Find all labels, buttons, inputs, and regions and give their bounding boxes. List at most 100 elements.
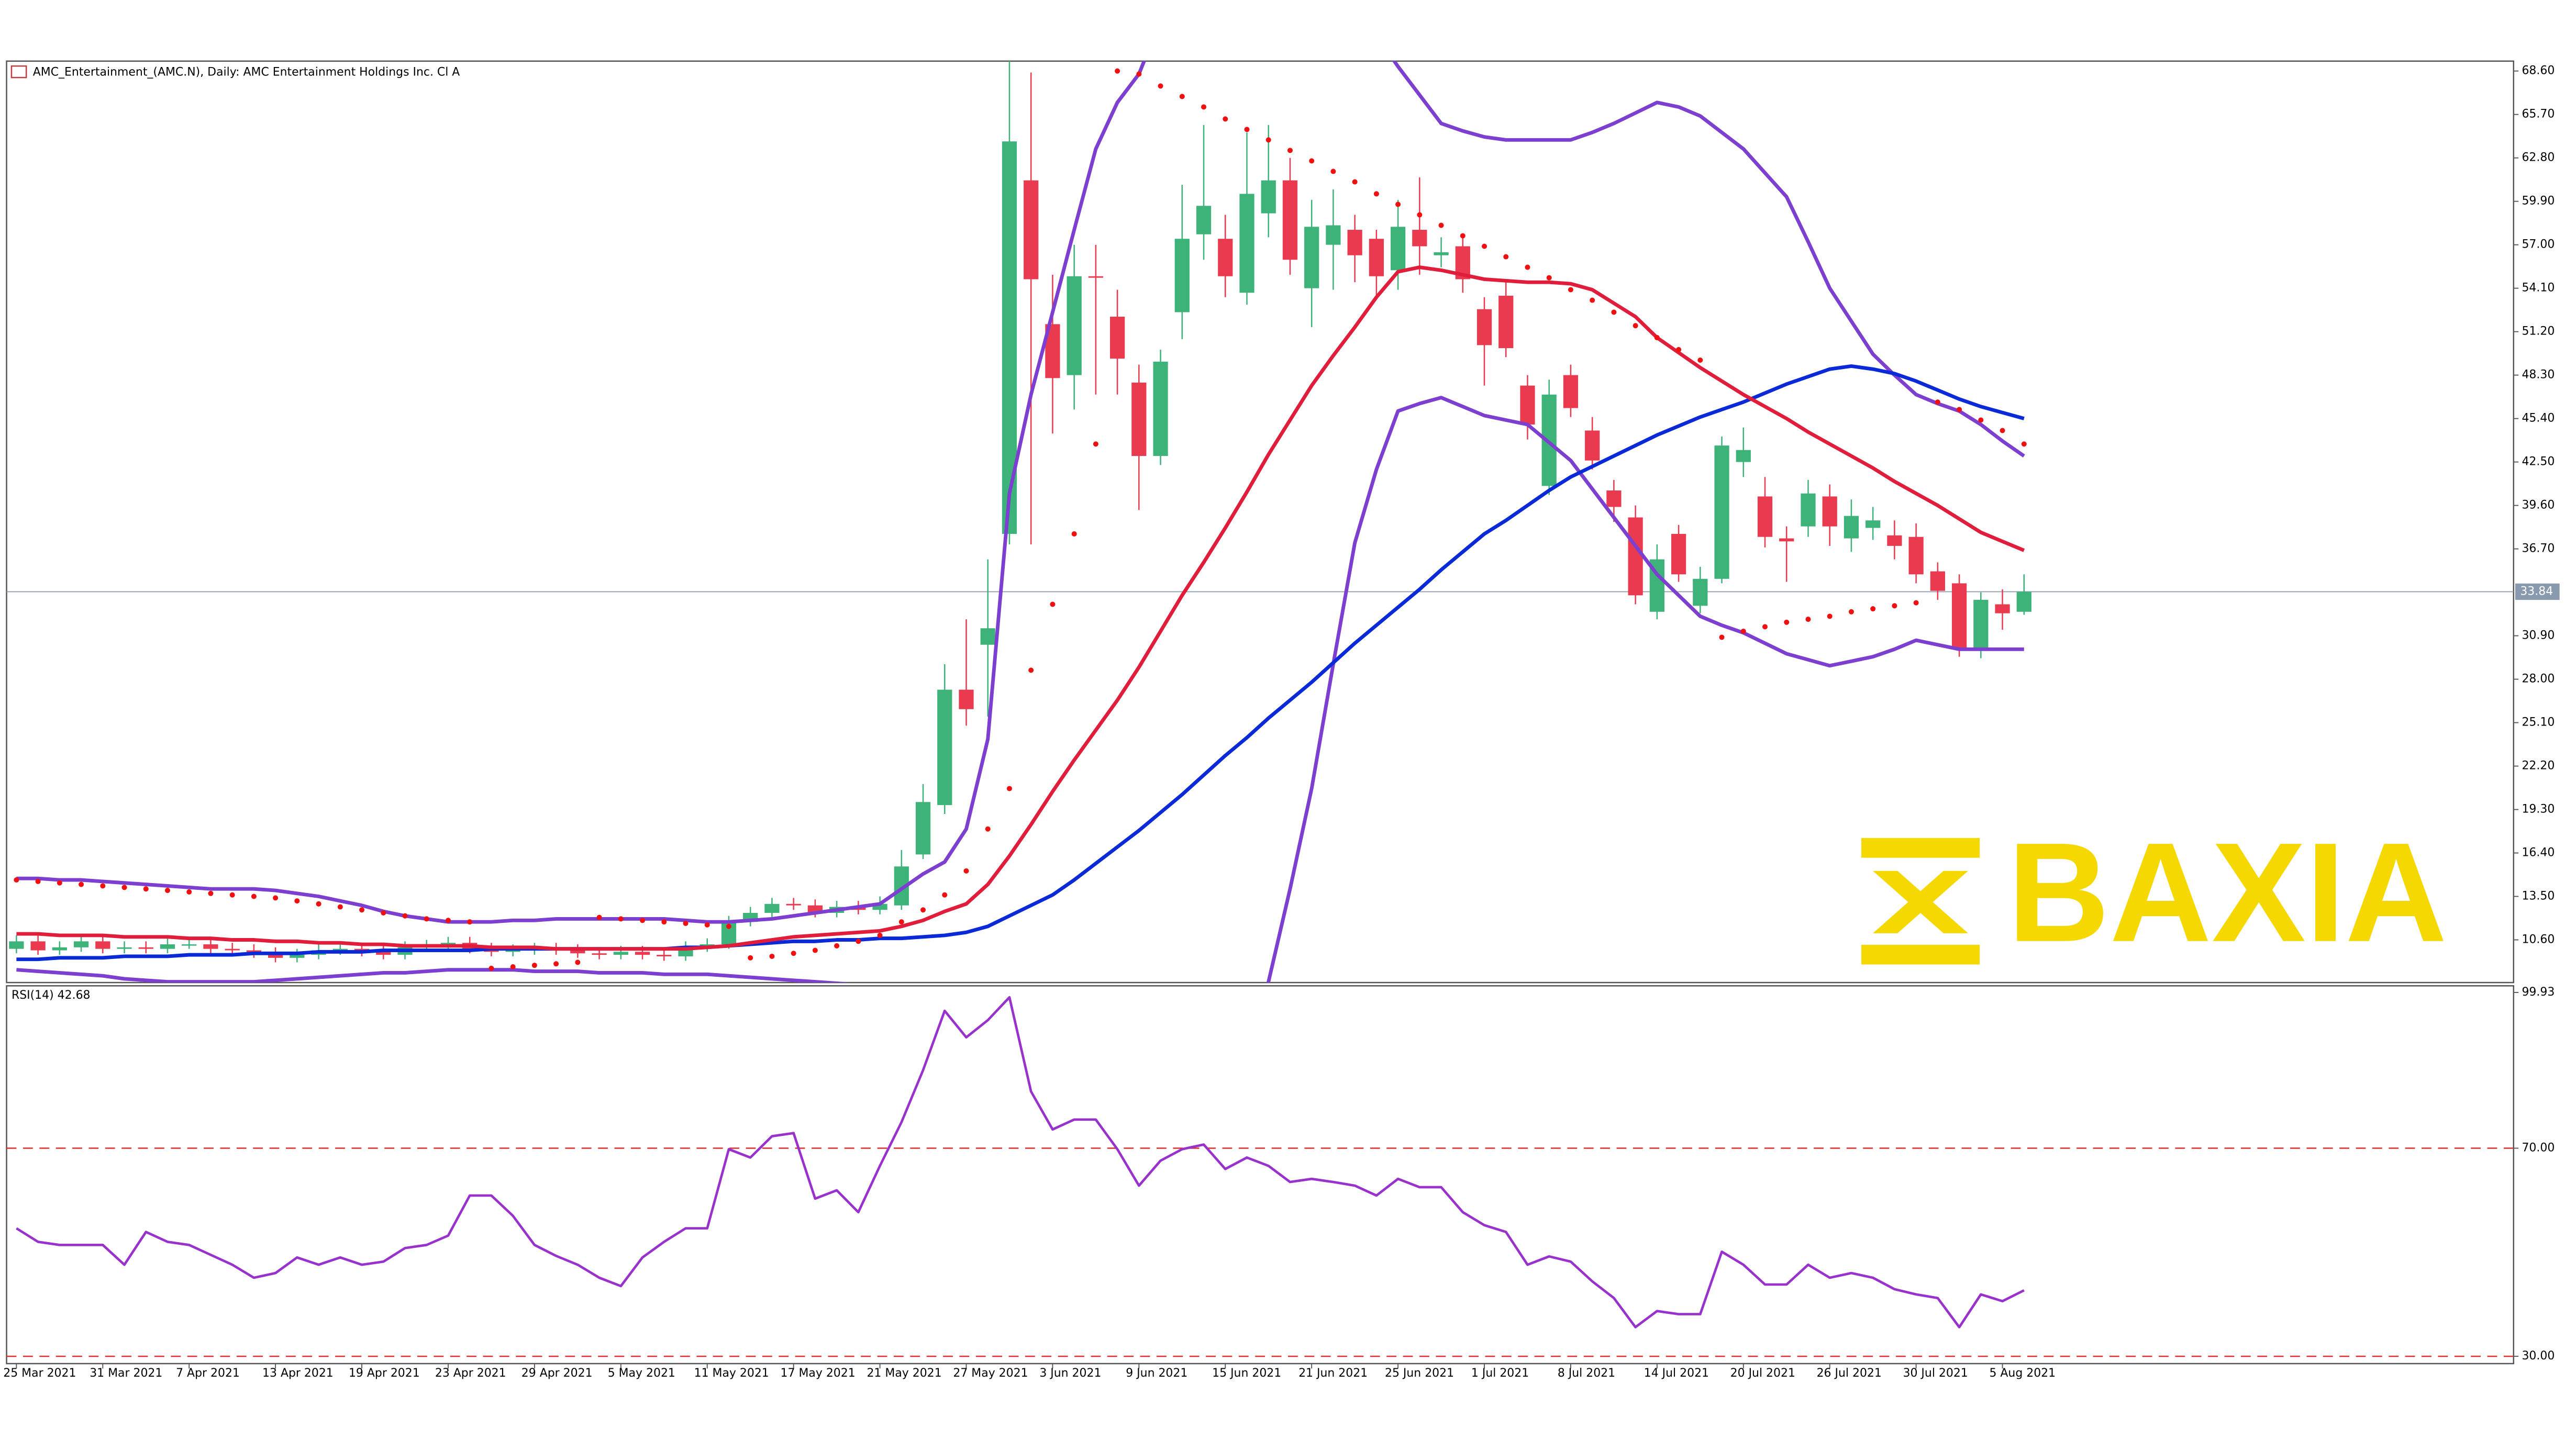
sar-dot xyxy=(704,922,710,928)
price-panel-frame xyxy=(6,60,2515,984)
candle-body xyxy=(959,689,974,709)
sar-dot xyxy=(575,959,581,965)
candle-body xyxy=(1218,239,1233,276)
candle-body xyxy=(1995,604,2010,613)
candle-body xyxy=(1174,239,1190,312)
candle-body xyxy=(1779,538,1794,542)
sar-dot xyxy=(1697,357,1703,363)
sar-dot xyxy=(1805,617,1811,622)
sar-dot xyxy=(1395,202,1401,207)
candle-body xyxy=(1347,230,1362,255)
sar-dot xyxy=(1309,158,1315,164)
sar-dot xyxy=(1590,297,1595,303)
sar-dot xyxy=(424,916,429,922)
candle-body xyxy=(1520,385,1535,425)
candle-body xyxy=(95,941,110,949)
candle-body xyxy=(1498,295,1514,349)
candle-body xyxy=(1412,230,1427,247)
candle-body xyxy=(505,950,520,952)
sar-dot xyxy=(963,868,969,874)
sar-dot xyxy=(1438,222,1444,228)
x-tick-label: 20 Jul 2021 xyxy=(1730,1367,1795,1380)
sar-dot xyxy=(1179,94,1185,99)
candle-body xyxy=(1109,316,1125,359)
sar-dot xyxy=(1503,254,1509,260)
price-plot xyxy=(6,61,2514,983)
sar-dot xyxy=(1935,399,1940,405)
candle-body xyxy=(138,947,153,949)
candle-body xyxy=(1476,309,1492,345)
x-tick-label: 5 May 2021 xyxy=(608,1367,675,1380)
sar-dot xyxy=(1719,634,1725,640)
y-tick-label: 25.10 xyxy=(2522,716,2555,729)
sar-dot xyxy=(834,943,840,948)
sar-dot xyxy=(1028,667,1034,673)
sar-dot xyxy=(1330,169,1336,174)
sar-dot xyxy=(683,920,689,927)
y-tick-label: 22.20 xyxy=(2522,760,2555,773)
sar-dot xyxy=(748,955,753,961)
candle-body xyxy=(635,952,650,955)
sar-dot xyxy=(1827,613,1833,619)
rsi-line xyxy=(16,996,2025,1329)
y-tick-label: 70.00 xyxy=(2522,1141,2555,1154)
candle-body xyxy=(937,689,952,805)
y-tick-label: 19.30 xyxy=(2522,803,2555,816)
sar-dot xyxy=(510,964,516,970)
x-tick-label: 31 Mar 2021 xyxy=(90,1367,162,1380)
sar-dot xyxy=(1676,347,1682,352)
candle-body xyxy=(1951,583,1967,650)
candle-body xyxy=(1628,517,1643,596)
sar-dot xyxy=(812,947,818,953)
sar-dot xyxy=(164,888,171,894)
sar-dot xyxy=(273,895,279,901)
candle-body xyxy=(570,950,585,954)
indicator-line xyxy=(16,61,2025,924)
candle-body xyxy=(1282,180,1298,260)
x-tick-label: 25 Jun 2021 xyxy=(1385,1367,1454,1380)
y-tick-label: 45.40 xyxy=(2522,412,2555,425)
sar-dot xyxy=(1244,127,1250,132)
y-tick-label: 10.60 xyxy=(2522,933,2555,946)
candle-body xyxy=(1585,430,1600,461)
sar-dot xyxy=(1784,619,1790,625)
x-tick-label: 21 May 2021 xyxy=(867,1367,941,1380)
logo-stroke xyxy=(1873,870,1969,933)
watermark-text: BAXIA xyxy=(2007,814,2447,972)
logo-bar xyxy=(1861,944,1980,965)
x-tick-label: 8 Jul 2021 xyxy=(1558,1367,1615,1380)
candle-body xyxy=(613,952,628,955)
candle-body xyxy=(332,948,348,951)
candle-body xyxy=(592,953,607,955)
sar-dot xyxy=(359,907,365,913)
sar-dot xyxy=(2000,428,2005,433)
sar-dot xyxy=(294,898,300,904)
logo-bar xyxy=(1861,838,1980,858)
candle-body xyxy=(1671,533,1686,575)
y-tick-label: 30.00 xyxy=(2522,1349,2555,1363)
sar-dot xyxy=(856,939,861,944)
last-price-box xyxy=(2515,583,2560,600)
sar-dot xyxy=(1482,243,1487,249)
sar-dot xyxy=(1201,104,1207,110)
sar-dot xyxy=(186,889,192,895)
candle-body xyxy=(117,947,132,949)
sar-dot xyxy=(1762,624,1768,630)
sar-dot xyxy=(1654,335,1660,341)
x-tick-label: 29 Apr 2021 xyxy=(521,1367,593,1380)
candle-body xyxy=(657,955,672,956)
sar-dot xyxy=(942,892,948,898)
candle-body xyxy=(1196,206,1212,235)
candle-body xyxy=(1326,225,1341,245)
x-tick-label: 26 Jul 2021 xyxy=(1817,1367,1882,1380)
sar-dot xyxy=(1223,116,1228,122)
sar-dot xyxy=(14,877,19,883)
candle-body xyxy=(52,947,67,951)
sar-dot xyxy=(877,932,883,938)
sar-dot xyxy=(1848,609,1854,615)
candle-body xyxy=(1887,535,1902,546)
sar-dot xyxy=(1633,323,1638,329)
sar-dot xyxy=(1546,275,1552,281)
y-tick-label: 51.20 xyxy=(2522,325,2555,338)
